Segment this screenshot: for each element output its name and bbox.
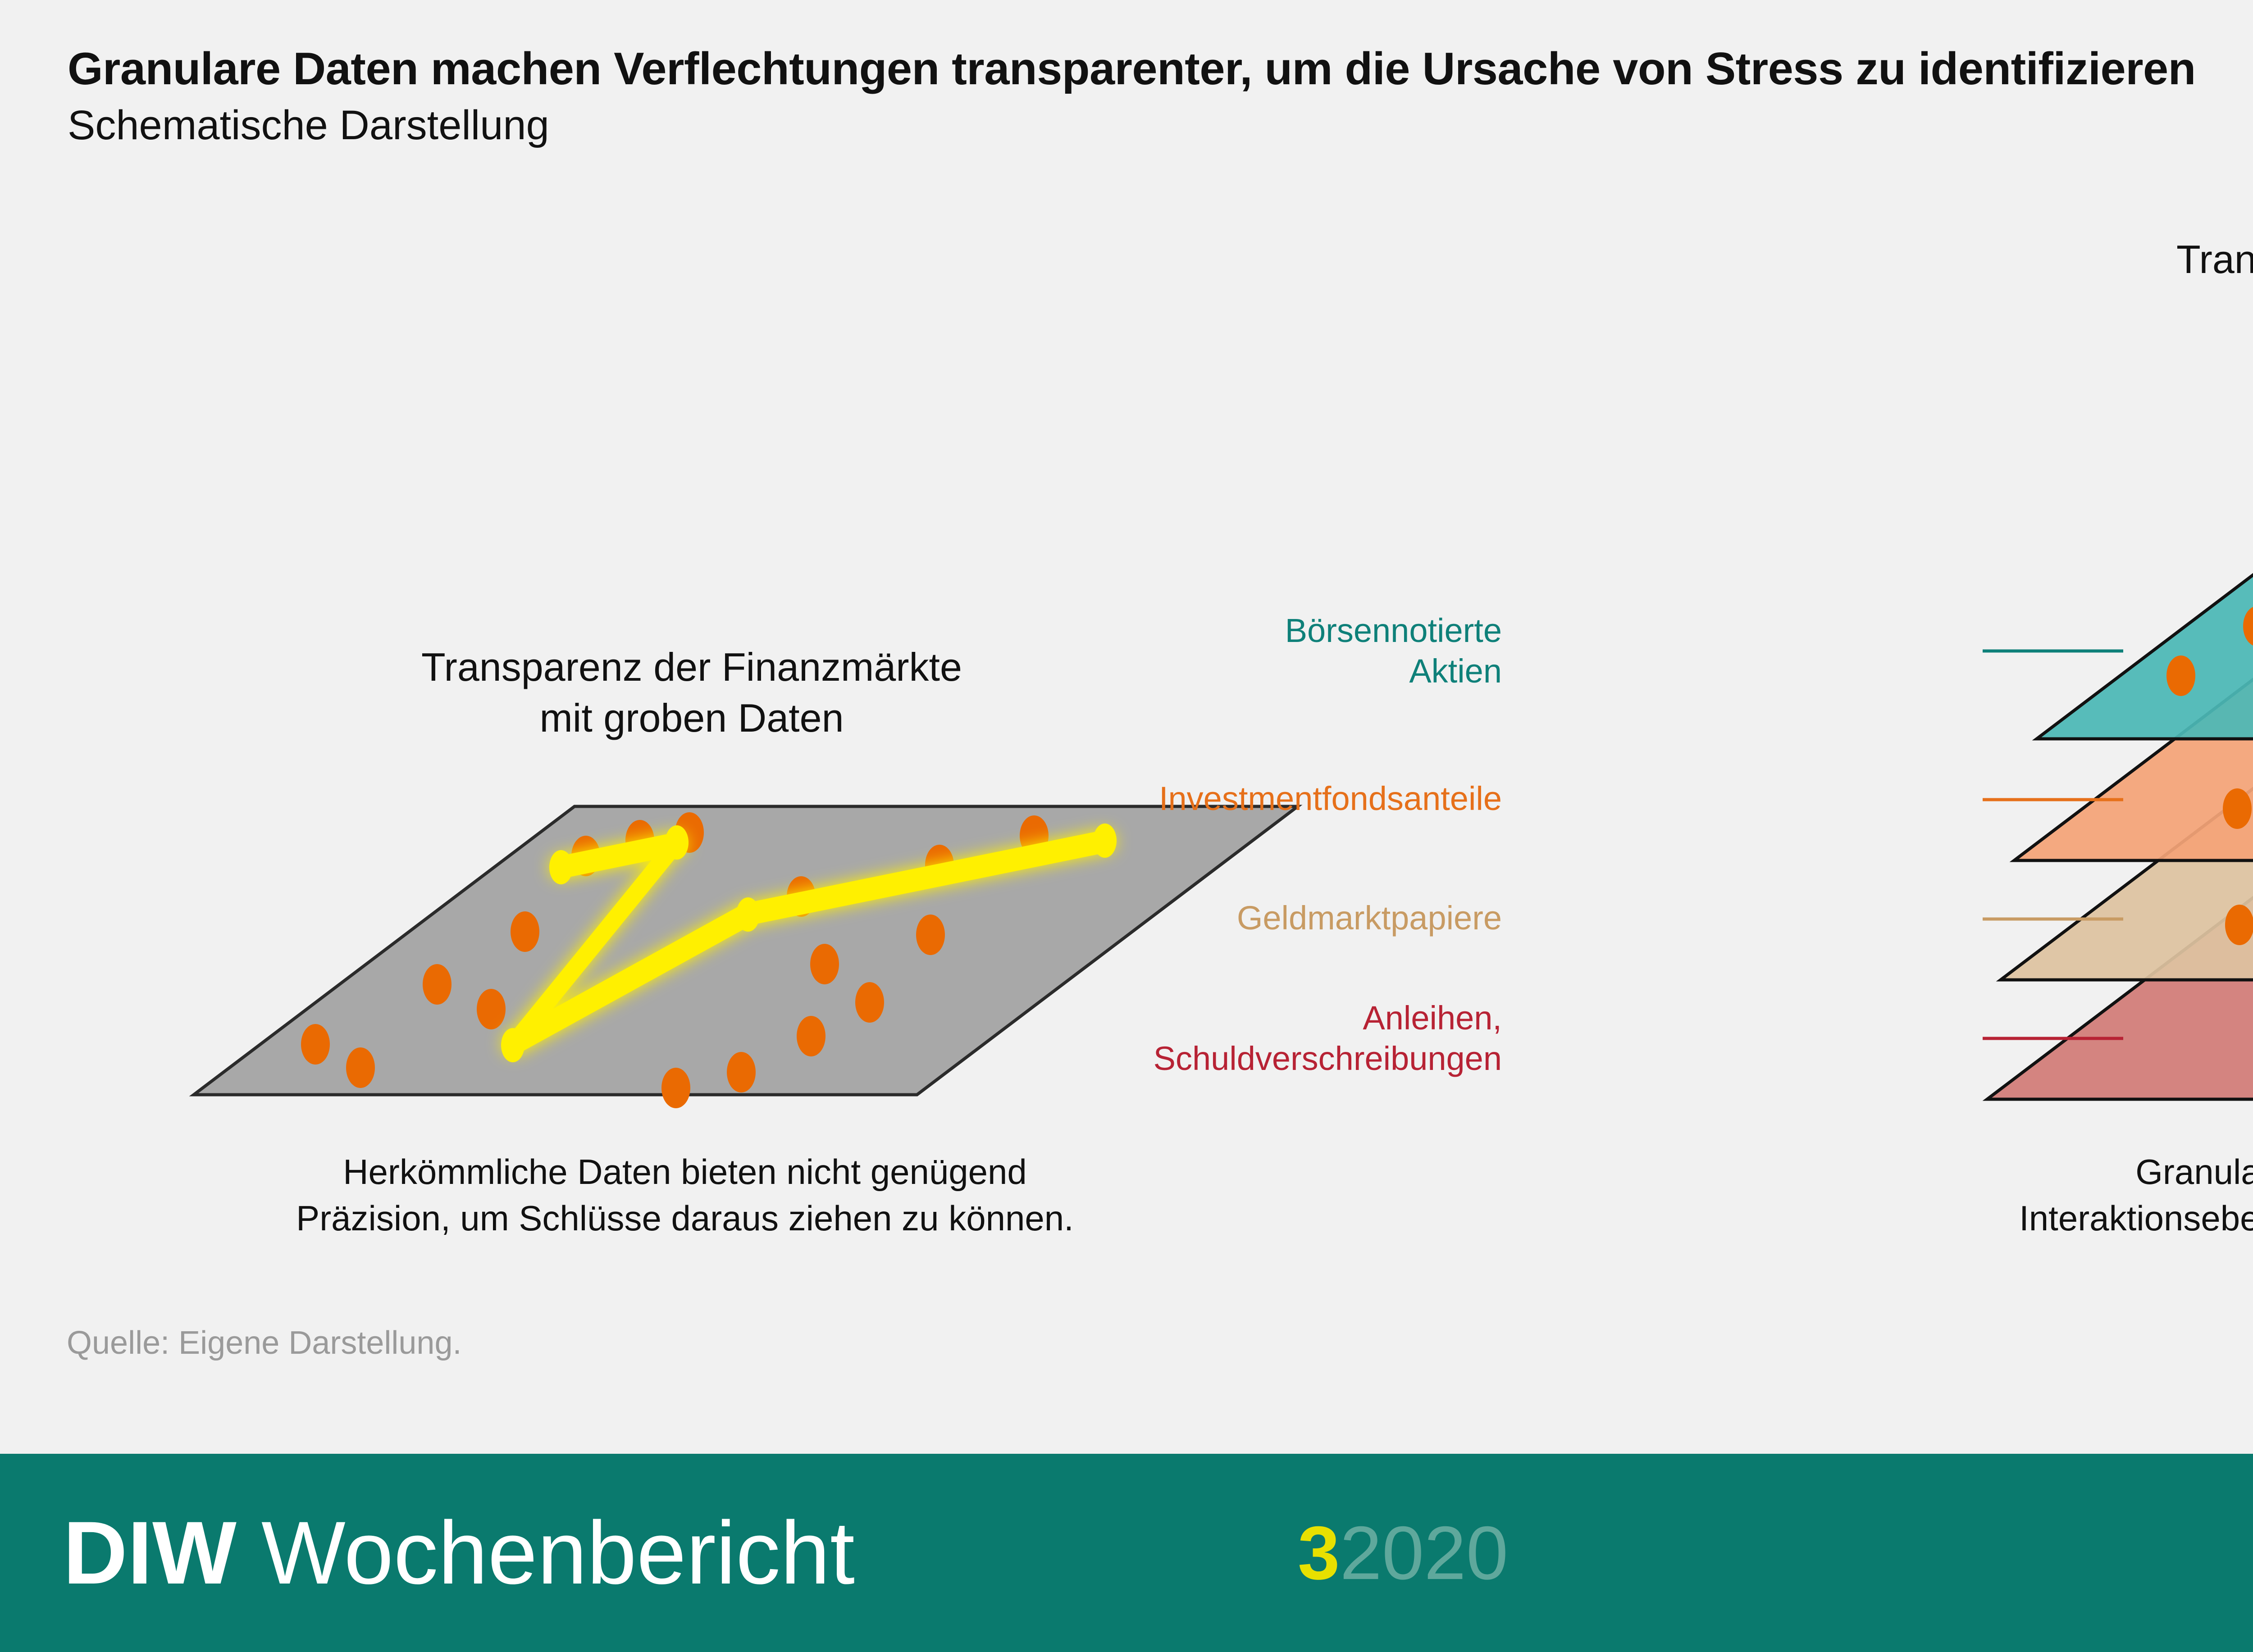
source-note: Quelle: Eigene Darstellung. — [67, 1325, 462, 1361]
layer3-dots — [2225, 905, 2253, 945]
left-caption-line2: Präzision, um Schlüsse daraus ziehen zu … — [296, 1198, 1074, 1238]
footer-brand-light: Wochenbericht — [261, 1503, 855, 1602]
left-panel-heading-line2: mit groben Daten — [539, 695, 844, 740]
footer-bar: DIW Wochenbericht 32020 DIW BERLIN — [0, 1454, 2253, 1652]
layer-label-anleihen: Anleihen, Schuldverschreibungen — [1154, 998, 1502, 1079]
coarse-data-plane — [189, 805, 1303, 1108]
layer-label-aktien-line2: Aktien — [1409, 652, 1502, 690]
right-panel-caption: Granulare Daten lassen durch die Zerlegu… — [1870, 1149, 2253, 1288]
layer-label-aktien: Börsennotierte Aktien — [1285, 610, 1502, 692]
footer-brand: DIW Wochenbericht — [63, 1508, 855, 1597]
right-panel-heading: Transparenz der Finanzmärkte mit detaill… — [1929, 234, 2253, 336]
layer-leader-lines — [1983, 649, 2123, 1040]
page-title: Granulare Daten machen Verflechtungen tr… — [68, 44, 2196, 94]
layer-label-aktien-line1: Börsennotierte — [1285, 612, 1502, 649]
layer-plane-investmentfonds — [2009, 677, 2253, 862]
left-panel-heading: Transparenz der Finanzmärkte mit groben … — [252, 642, 1131, 743]
coarse-plane-link-nodes — [501, 824, 1117, 1062]
right-caption-line1: Granulare Daten lassen durch die Zerlegu… — [2135, 1152, 2253, 1192]
layer-label-geldmarkt-line1: Geldmarktpapiere — [1236, 899, 1502, 937]
layer-label-anleihen-line1: Anleihen, — [1363, 999, 1502, 1037]
coarse-plane-links — [502, 830, 1115, 1055]
right-panel-heading-line2: mit detaillierten Daten — [1929, 285, 2253, 336]
layer2-dots — [2223, 788, 2252, 829]
layer-label-geldmarkt: Geldmarktpapiere — [1237, 898, 1502, 938]
footer-issue: 32020 — [1298, 1515, 1508, 1591]
layer-label-anleihen-line2: Schuldverschreibungen — [1153, 1040, 1502, 1078]
layer-plane-aktien — [2032, 573, 2253, 741]
page-subtitle: Schematische Darstellung — [68, 102, 549, 149]
layer-label-investmentfonds-line1: Investmentfondsanteile — [1158, 780, 1502, 817]
footer-brand-bold: DIW — [63, 1503, 237, 1602]
left-caption-line1: Herkömmliche Daten bieten nicht genügend — [343, 1152, 1027, 1192]
layer-label-investmentfonds: Investmentfondsanteile — [1159, 778, 1502, 819]
layer-plane-geldmarkt — [1996, 787, 2253, 982]
coarse-plane-dots — [301, 812, 1049, 1108]
right-panel-heading-line1: Transparenz der Finanzmärkte — [2176, 237, 2253, 282]
layer-plane-anleihen — [1982, 896, 2253, 1101]
footer-issue-year: 2020 — [1340, 1511, 1509, 1595]
right-caption-line3: Handlungsempfehlungen zu. — [1870, 1242, 2253, 1288]
right-caption-line2: Interaktionsebenen ein genaueres Bild un… — [2019, 1198, 2253, 1238]
left-panel-caption: Herkömmliche Daten bieten nicht genügend… — [171, 1149, 1199, 1242]
footer-issue-number: 3 — [1298, 1511, 1340, 1595]
header-block: Granulare Daten machen Verflechtungen tr… — [68, 45, 2196, 148]
layer1-dots — [2166, 606, 2253, 696]
left-panel-heading-line1: Transparenz der Finanzmärkte — [421, 645, 962, 689]
